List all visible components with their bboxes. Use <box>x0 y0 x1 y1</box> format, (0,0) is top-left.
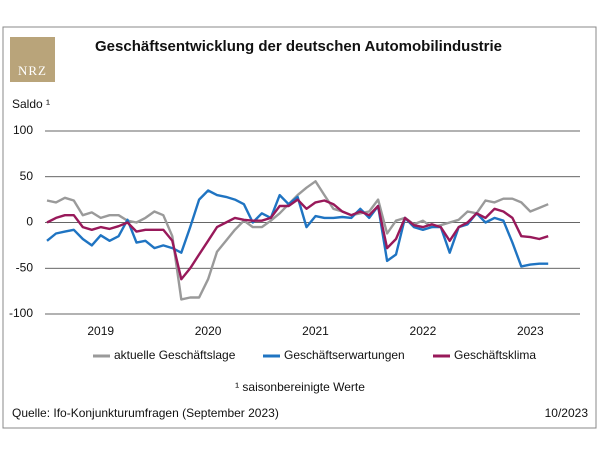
series-line <box>46 180 549 301</box>
y-tick-label: 100 <box>13 123 33 137</box>
series-line <box>46 198 549 281</box>
y-tick-label: 50 <box>20 169 34 183</box>
legend-label: Geschäftsklima <box>454 348 536 362</box>
date: 10/2023 <box>545 406 589 420</box>
x-tick-label: 2019 <box>87 324 114 338</box>
y-tick-label: -50 <box>16 260 34 274</box>
series-line <box>46 189 549 268</box>
x-tick-label: 2022 <box>410 324 437 338</box>
chart-title: Geschäftsentwicklung der deutschen Autom… <box>95 38 502 55</box>
y-tick-label: -100 <box>9 306 33 320</box>
footnote: ¹ saisonbereinigte Werte <box>235 380 365 394</box>
logo <box>10 37 55 82</box>
frame <box>2 26 597 429</box>
source: Quelle: Ifo-Konjunkturumfragen (Septembe… <box>12 406 279 420</box>
logo-text: NRZ <box>18 63 47 78</box>
y-tick-label: 0 <box>26 215 33 229</box>
x-tick-label: 2023 <box>517 324 544 338</box>
x-tick-label: 2021 <box>302 324 329 338</box>
legend-label: aktuelle Geschäftslage <box>114 348 236 362</box>
y-axis-label: Saldo ¹ <box>12 97 50 111</box>
x-tick-label: 2020 <box>195 324 222 338</box>
legend-label: Geschäftserwartungen <box>284 348 405 362</box>
